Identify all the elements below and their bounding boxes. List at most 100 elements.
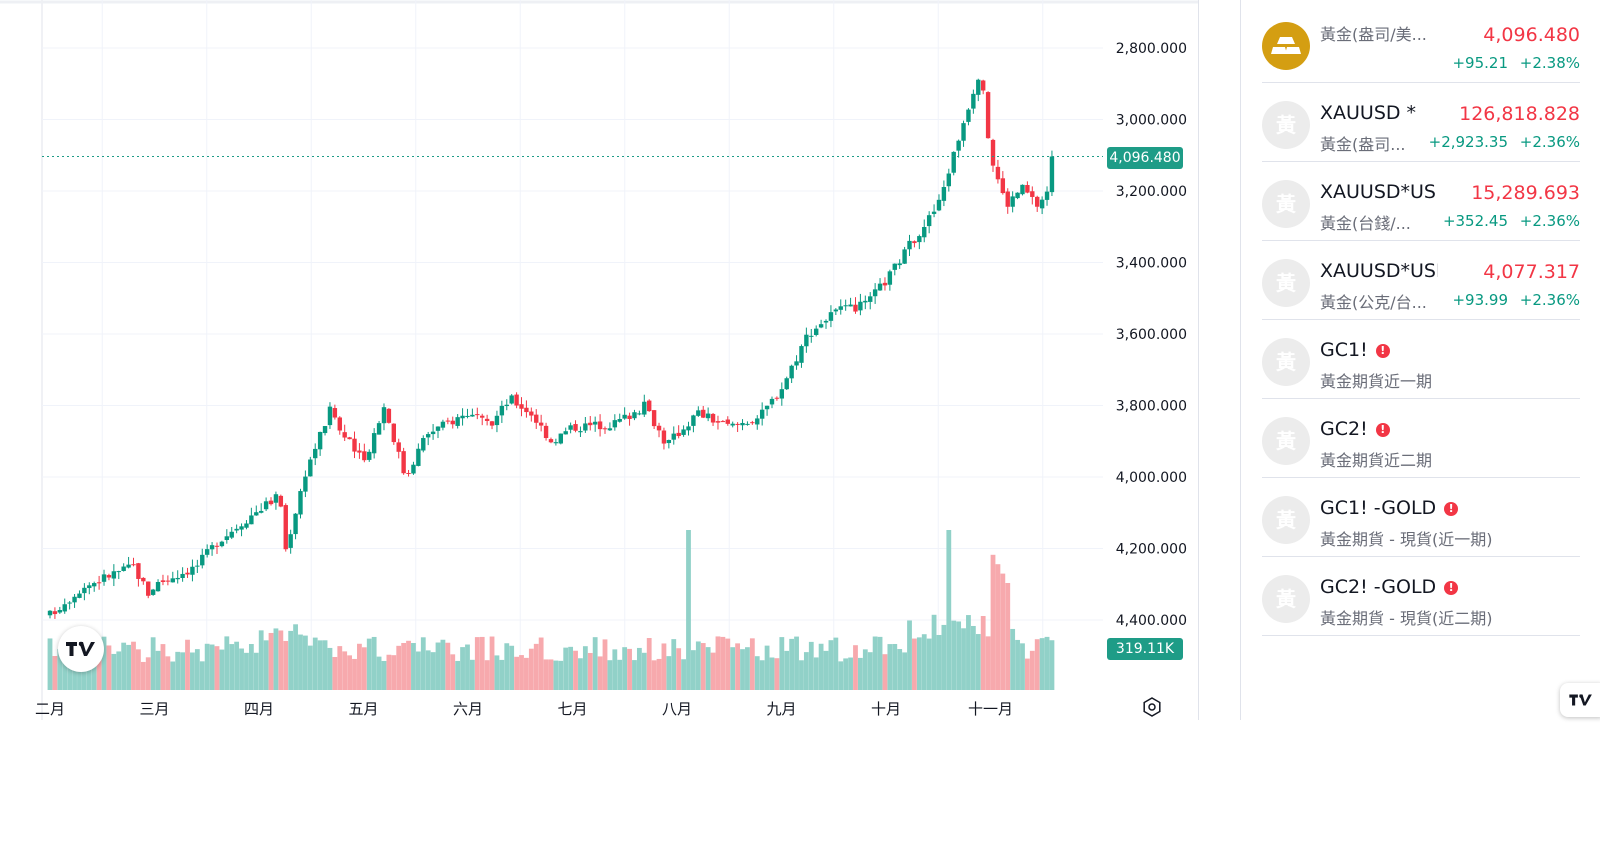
candle-body (1049, 156, 1055, 193)
watchlist-item-desc: 黃金(盎司/美... (1320, 25, 1427, 44)
volume-bar (455, 660, 461, 690)
candle-body (278, 495, 284, 507)
y-axis-tick-label: 3,000.000 (1116, 113, 1187, 129)
candle-body (804, 334, 809, 347)
candle-body (647, 400, 652, 412)
candle-body (254, 512, 259, 516)
chart-canvas[interactable]: 4,400.000 4,200.000 4,000.000 3,800.000 3,60… (0, 0, 1198, 720)
volume-bar (813, 657, 819, 690)
candle-body (1044, 191, 1050, 200)
volume-bar (784, 650, 790, 690)
candle-body (229, 531, 234, 538)
volume-bar (995, 564, 1001, 690)
volume-bar (538, 637, 544, 690)
tradingview-corner-logo-icon[interactable] (1560, 683, 1600, 717)
y-axis-tick-label: 3,600.000 (1116, 327, 1187, 343)
candle-body (627, 415, 632, 419)
volume-bar (828, 640, 834, 690)
candle-body (691, 415, 696, 426)
candle-body (72, 596, 77, 603)
volume-bar (951, 620, 957, 690)
candle-body (951, 151, 956, 173)
candle-body (995, 166, 1001, 180)
watchlist-item-xauusd-tael[interactable]: 黃 XAUUSD*US 黃金(台錢/... 15,289.693 +352.45… (1262, 162, 1580, 241)
watchlist-item-xauusd[interactable]: 黃金(盎司/美... 4,096.480 +95.21 +2.38% (1262, 4, 1580, 83)
volume-bar (582, 646, 588, 690)
volume-bar (592, 637, 598, 690)
volume-bar (627, 648, 632, 690)
watchlist-item-xauusd-ounce-twd[interactable]: 黃 XAUUSD * 黃金(盎司... 126,818.828 +2,923.3… (1262, 83, 1580, 162)
watchlist-item-symbol: GC1! -GOLD (1320, 497, 1437, 519)
watchlist-item-xauusd-gram[interactable]: 黃 XAUUSD*USD 黃金(公克/台... 4,077.317 +93.99… (1262, 241, 1580, 320)
candle-body (931, 211, 937, 214)
candle-body (568, 425, 573, 430)
volume-bar (504, 643, 510, 690)
candle-body (524, 407, 529, 413)
volume-bar (332, 656, 338, 690)
candle-body (592, 421, 598, 425)
y-axis-tick-label: 4,200.000 (1116, 542, 1187, 558)
volume-bar (745, 647, 750, 690)
volume-bar (1044, 636, 1050, 690)
volume-bar (803, 652, 809, 690)
watchlist-item-gc1[interactable]: 黃 GC1!! 黃金期貨近一期 (1262, 320, 1580, 399)
volume-bar (519, 655, 524, 690)
candle-body (917, 236, 922, 243)
candle-body (676, 432, 681, 437)
candle-body (465, 415, 470, 417)
volume-bar (617, 659, 623, 690)
candle-body (1030, 191, 1035, 197)
watchlist-item-gc2[interactable]: 黃 GC2!! 黃金期貨近二期 (1262, 399, 1580, 478)
watchlist-item-gc1-gold[interactable]: 黃 GC1! -GOLD! 黃金期貨 - 現貨(近一期) (1262, 478, 1580, 557)
candle-body (745, 423, 750, 425)
last-price-label: 4,096.480 (1107, 147, 1183, 169)
candle-body (406, 472, 411, 474)
volume-bar (867, 652, 873, 690)
volume-bar (224, 636, 230, 690)
volume-bar (956, 621, 962, 690)
candle-body (818, 324, 824, 328)
price-chart[interactable]: 4,400.000 4,200.000 4,000.000 3,800.000 3,60… (0, 0, 1198, 720)
volume-bar (391, 655, 397, 690)
volume-bar (440, 639, 446, 690)
volume-bar (966, 615, 971, 690)
tradingview-logo-icon[interactable] (58, 626, 104, 672)
volume-bar (1020, 643, 1025, 690)
y-axis-tick-label: 3,200.000 (1116, 184, 1187, 200)
y-axis-tick-label: 2,800.000 (1116, 41, 1187, 57)
volume-bar (170, 661, 176, 690)
candle-body (460, 415, 465, 419)
volume-bar (342, 651, 348, 690)
candle-body (976, 79, 981, 95)
candle-body (563, 431, 568, 435)
candle-body (121, 566, 126, 571)
candle-body (784, 378, 789, 390)
warning-icon[interactable]: ! (1444, 502, 1459, 516)
warning-icon[interactable]: ! (1444, 581, 1459, 595)
candle-body (774, 397, 780, 399)
volume-bar (435, 642, 441, 690)
symbol-placeholder-icon: 黃 (1262, 101, 1310, 149)
candle-body (980, 80, 986, 91)
volume-bar (524, 657, 529, 690)
candle-body (759, 409, 765, 419)
chart-settings-icon[interactable] (1142, 697, 1162, 717)
warning-icon[interactable]: ! (1375, 344, 1390, 358)
candle-body (868, 296, 873, 302)
volume-bar (386, 654, 392, 690)
symbol-placeholder-icon: 黃 (1262, 180, 1310, 228)
candle-body (1020, 184, 1025, 195)
watchlist-item-symbol-row: GC2!! (1320, 418, 1390, 440)
watchlist-item-symbol: XAUUSD*USD (1320, 260, 1438, 282)
watchlist-item-price: 126,818.828 (1459, 103, 1580, 125)
candle-body (1015, 192, 1020, 199)
candle-body (322, 426, 328, 434)
candle-body (882, 282, 888, 286)
volume-bar (283, 640, 289, 690)
volume-bar (848, 657, 853, 690)
volume-bar (302, 635, 308, 690)
candle-body (244, 523, 249, 528)
warning-icon[interactable]: ! (1375, 423, 1390, 437)
watchlist-item-gc2-gold[interactable]: 黃 GC2! -GOLD! 黃金期貨 - 現貨(近二期) (1262, 557, 1580, 636)
volume-bar (931, 614, 937, 690)
